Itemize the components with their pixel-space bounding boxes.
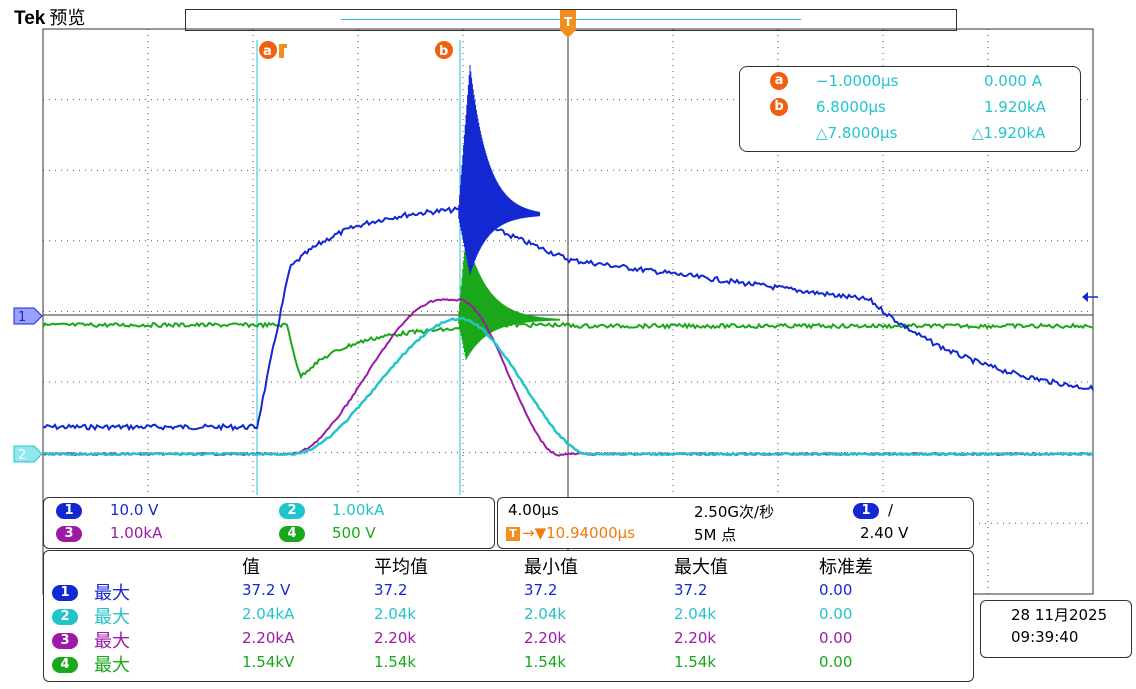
channel-2-ground-marker[interactable]: 2 [13,445,43,463]
channel-1-badge[interactable]: 1 [56,503,82,519]
svg-text:a: a [263,44,272,59]
measurement-header-std: 标准差 [819,557,873,578]
measurement-value: 2.20kA [242,629,295,647]
measurement-max: 2.20k [674,629,717,647]
svg-text:2: 2 [18,448,26,463]
trace-channel-1 [42,206,1094,432]
cursor-a-value: 0.000 A [984,72,1042,90]
measurement-channel-badge: 2 [52,609,78,625]
cursor-b-badge-icon: b [770,98,788,116]
horizontal-scale[interactable]: 4.00µs [508,501,559,519]
measurement-row[interactable]: 3 最大 2.20kA 2.20k 2.20k 2.20k 0.00 [44,629,973,653]
measurement-min: 2.04k [524,605,567,623]
timebase-trigger-panel[interactable]: 4.00µs 2.50G次/秒 1 ∕ T →▼10.94000µs 5M 点 … [497,497,974,549]
trace-channel-4-ringing [458,235,561,360]
measurement-std: 0.00 [819,605,853,623]
measurement-name: 最大 [94,607,130,628]
measurement-min: 2.20k [524,629,567,647]
measurements-panel[interactable]: 值 平均值 最小值 最大值 标准差 1 最大 37.2 V 37.2 37.2 37.2 0… [43,550,974,682]
svg-text:T: T [564,15,573,29]
measurement-header-min: 最小值 [524,557,578,578]
measurement-mean: 2.04k [374,605,417,623]
channel-2-scale[interactable]: 1.00kA [332,501,385,519]
channel-scale-panel[interactable]: 1 10.0 V 2 1.00kA 3 1.00kA 4 500 V [43,497,495,549]
measurement-name: 最大 [94,583,130,604]
cursor-b-handle[interactable]: b [435,41,453,59]
channel-1-ground-marker[interactable]: 1 [13,307,43,325]
cursor-a-badge-icon: a [770,72,788,90]
header: Tek 预览 [14,4,85,30]
cursor-b-value: 1.920kA [984,98,1046,116]
measurement-mean: 1.54k [374,653,417,671]
channel-1-scale[interactable]: 10.0 V [110,501,159,519]
measurement-min: 1.54k [524,653,567,671]
measurement-header-max: 最大值 [674,557,728,578]
measurement-channel-badge: 1 [52,585,78,601]
trigger-position[interactable]: →▼10.94000µs [522,524,636,542]
svg-text:1: 1 [18,310,26,325]
trigger-icon: T [506,527,520,541]
measurement-max: 1.54k [674,653,717,671]
channel-2-badge[interactable]: 2 [279,503,305,519]
measurement-value: 37.2 V [242,581,291,599]
measurement-min: 37.2 [524,581,558,599]
measurement-std: 0.00 [819,653,853,671]
date-label: 28 11月2025 [1011,606,1108,624]
measurement-value: 1.54kV [242,653,295,671]
record-length[interactable]: 5M 点 [694,526,737,544]
measurement-max: 2.04k [674,605,717,623]
measurement-row[interactable]: 1 最大 37.2 V 37.2 37.2 37.2 0.00 [44,581,973,605]
measurement-row[interactable]: 4 最大 1.54kV 1.54k 1.54k 1.54k 0.00 [44,653,973,677]
measurement-channel-badge: 3 [52,633,78,649]
measurement-std: 0.00 [819,581,853,599]
cursor-b-time: 6.8000µs [816,98,886,116]
cursor-delta-value: △1.920kA [972,124,1046,142]
cursor-delta-time: △7.8000µs [816,124,898,142]
measurement-std: 0.00 [819,629,853,647]
measurement-mean: 2.20k [374,629,417,647]
svg-text:b: b [439,44,448,59]
time-label: 09:39:40 [1011,628,1079,646]
trace-channel-1-ringing [458,65,541,275]
measurement-channel-badge: 4 [52,657,78,673]
channel-4-badge[interactable]: 4 [279,526,305,542]
measurement-mean: 37.2 [374,581,408,599]
cursor-a-time: −1.0000µs [816,72,899,90]
trigger-position-marker[interactable]: T [560,10,576,38]
measurement-name: 最大 [94,631,130,652]
brand-label: Tek [14,8,46,29]
trigger-slope-icon[interactable]: ∕ [888,501,894,519]
channel-3-scale[interactable]: 1.00kA [110,524,163,542]
trace-channel-2 [42,316,1094,457]
measurement-header-value: 值 [242,557,260,578]
trigger-channel-badge[interactable]: 1 [853,503,879,519]
measurement-max: 37.2 [674,581,708,599]
measurement-row[interactable]: 2 最大 2.04kA 2.04k 2.04k 2.04k 0.00 [44,605,973,629]
trace-channel-4 [42,321,1094,380]
sample-rate: 2.50G次/秒 [694,503,775,521]
cursor-a-handle[interactable]: a [259,41,287,59]
datetime-display: 28 11月2025 09:39:40 [980,600,1132,658]
measurement-header-mean: 平均值 [374,557,428,578]
trigger-level-arrow-icon[interactable] [1082,292,1098,302]
channel-4-scale[interactable]: 500 V [332,524,376,542]
trigger-level[interactable]: 2.40 V [860,524,909,542]
mode-label: 预览 [49,8,86,29]
channel-3-badge[interactable]: 3 [56,526,82,542]
measurement-name: 最大 [94,655,130,676]
measurement-value: 2.04kA [242,605,295,623]
cursor-readout-panel: a −1.0000µs 0.000 A b 6.8000µs 1.920kA △… [739,66,1081,152]
